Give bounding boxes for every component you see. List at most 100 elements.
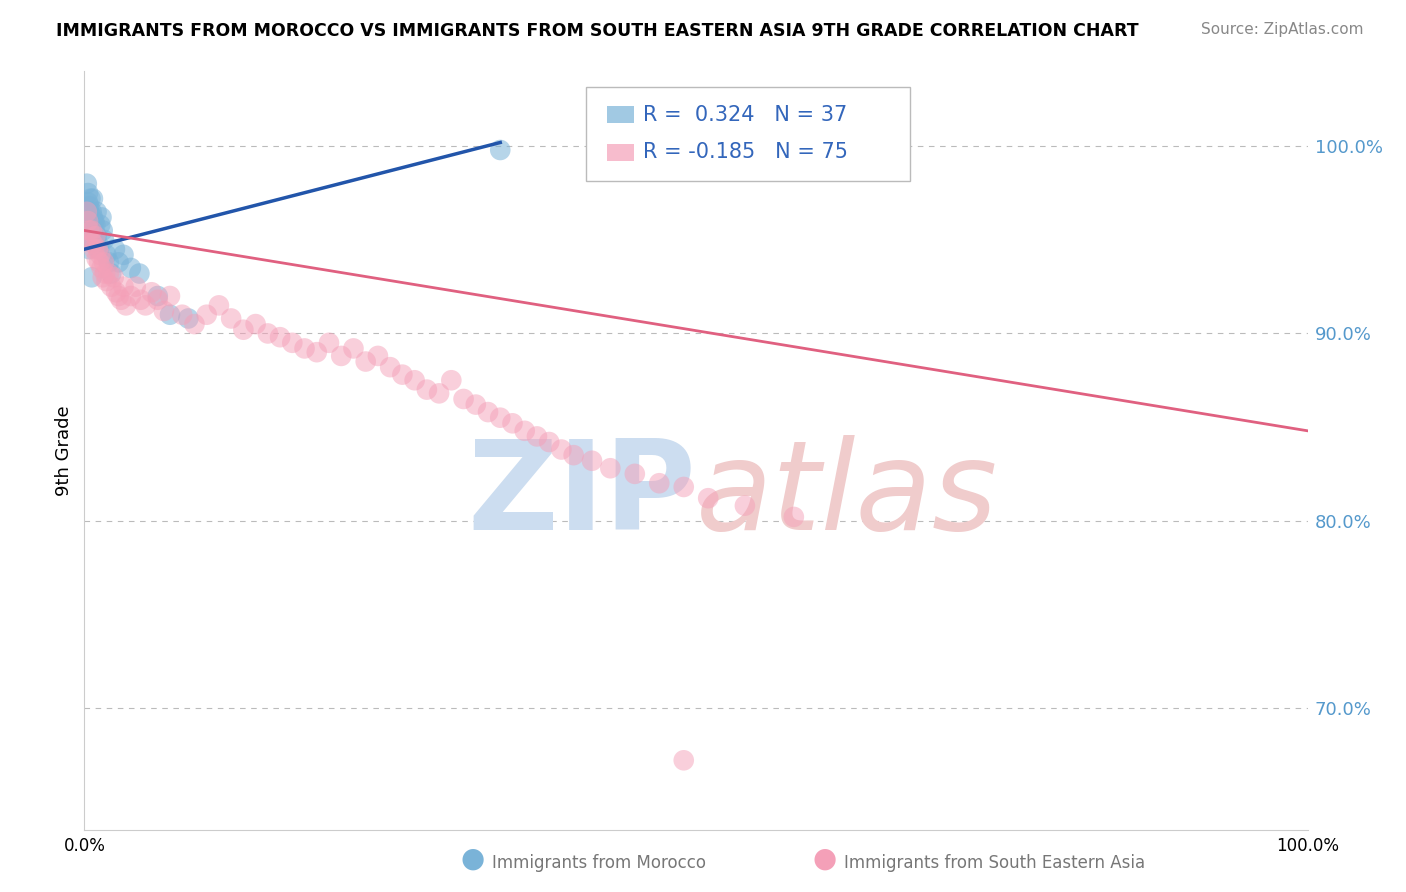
Point [232,323,254,337]
Point [84,218,107,232]
Point [77,242,100,256]
Point [77,195,100,210]
Point [82,192,104,206]
Point [107,255,129,269]
Y-axis label: 9th Grade: 9th Grade [55,405,73,496]
Point [115,298,138,312]
Point [380,360,402,375]
Text: atlas: atlas [696,435,998,557]
Point [77,199,100,213]
Point [91,223,114,237]
Point [107,289,129,303]
Point [453,392,475,406]
Point [141,285,163,300]
Point [172,308,194,322]
Point [100,279,122,293]
Point [526,429,548,443]
Point [146,289,169,303]
Point [404,373,426,387]
Point [89,248,111,262]
Point [183,317,205,331]
Point [83,214,105,228]
Text: Source: ZipAtlas.com: Source: ZipAtlas.com [1201,22,1364,37]
Point [697,491,720,506]
Point [87,236,110,251]
Point [87,255,110,269]
Point [672,480,695,494]
Point [281,335,304,350]
Point [97,267,120,281]
Point [76,204,98,219]
Point [86,229,108,244]
Point [91,270,114,285]
Text: R = -0.185   N = 75: R = -0.185 N = 75 [644,143,848,162]
Point [80,204,103,219]
Point [135,298,157,312]
Text: Immigrants from Morocco: Immigrants from Morocco [492,855,706,872]
Point [93,255,115,269]
FancyBboxPatch shape [606,106,634,123]
Point [94,267,117,281]
Point [464,398,486,412]
Point [77,223,100,237]
Point [502,417,524,431]
Point [112,279,135,293]
Point [257,326,280,341]
Point [84,229,107,244]
Point [105,285,128,300]
Point [93,233,115,247]
Text: ZIP: ZIP [467,435,696,557]
Point [391,368,413,382]
Point [83,242,105,256]
Point [294,342,316,356]
Point [354,354,377,368]
Point [120,289,142,303]
Point [734,499,756,513]
Point [77,214,100,228]
Point [513,424,536,438]
Point [219,311,242,326]
Point [79,192,101,206]
Point [77,186,100,200]
Point [367,349,389,363]
Point [648,476,671,491]
Point [599,461,621,475]
Point [330,349,353,363]
Point [100,267,122,281]
Point [90,260,112,275]
FancyBboxPatch shape [606,145,634,161]
Point [581,454,603,468]
Point [82,236,104,251]
FancyBboxPatch shape [586,87,910,181]
Point [550,442,572,457]
Text: Immigrants from South Eastern Asia: Immigrants from South Eastern Asia [844,855,1144,872]
Point [269,330,291,344]
Point [245,317,267,331]
Point [440,373,463,387]
Point [80,270,103,285]
Point [128,267,150,281]
Point [76,177,98,191]
Point [110,293,132,307]
Point [83,223,105,237]
Point [112,248,135,262]
Point [146,293,169,307]
Point [538,435,561,450]
Point [96,274,118,288]
Point [96,248,118,262]
Point [77,204,100,219]
Point [86,204,108,219]
Point [125,279,148,293]
Text: ●: ● [813,845,837,872]
Point [153,304,176,318]
Point [177,311,200,326]
Point [86,252,108,266]
Point [416,383,439,397]
Point [79,233,101,247]
Point [80,223,103,237]
Point [129,293,152,307]
Point [318,335,340,350]
Text: ●: ● [461,845,485,872]
Point [80,218,103,232]
Point [90,211,112,225]
